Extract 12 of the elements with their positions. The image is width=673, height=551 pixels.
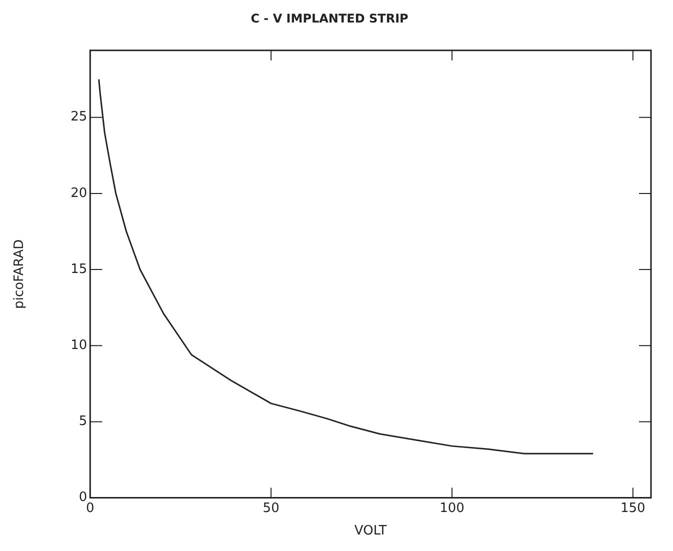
y-axis-title: picoFARAD	[12, 239, 28, 309]
x-tick-label: 100	[440, 500, 464, 516]
y-tick-label: 20	[70, 186, 88, 201]
y-tick-label: 25	[70, 110, 88, 125]
y-tick-label: 0	[78, 490, 88, 506]
y-tick-label: 15	[70, 262, 88, 277]
x-tick-label: 150	[620, 500, 646, 516]
x-tick-label: 50	[262, 500, 280, 516]
x-axis-title: VOLT	[354, 524, 387, 539]
y-tick-label: 10	[70, 338, 88, 353]
chart-title: C - V IMPLANTED STRIP	[250, 11, 409, 26]
y-tick-label: 5	[78, 414, 88, 430]
